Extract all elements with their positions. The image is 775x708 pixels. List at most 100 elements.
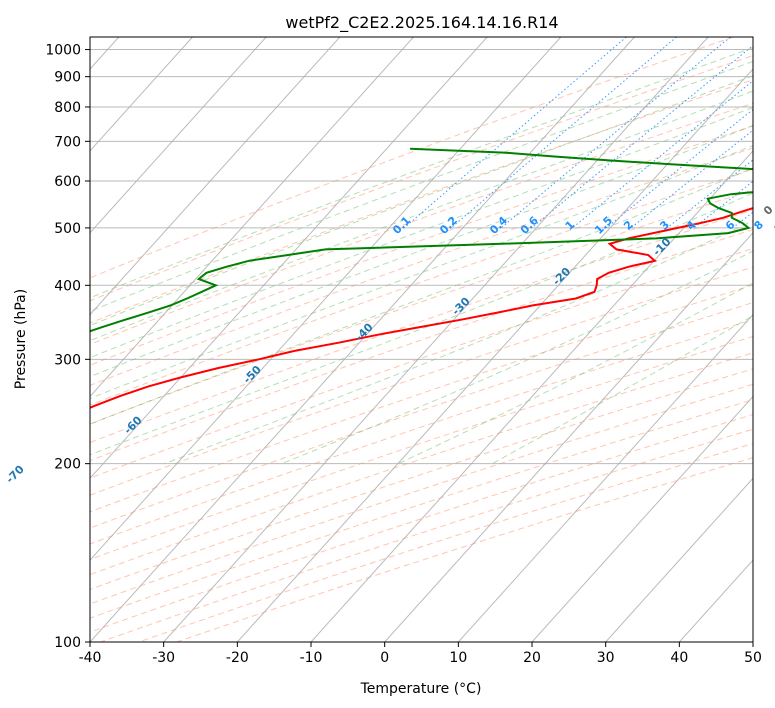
isotherm-line bbox=[384, 231, 753, 642]
dry-adiabat bbox=[90, 319, 753, 545]
x-tick-label: -10 bbox=[300, 650, 323, 666]
isotherm-line bbox=[678, 559, 753, 642]
isotherm-line bbox=[90, 37, 635, 642]
dry-adiabat bbox=[90, 228, 753, 462]
isotherm-line bbox=[531, 395, 753, 642]
isotherm-line bbox=[752, 641, 753, 642]
y-tick-label: 800 bbox=[54, 100, 81, 116]
x-tick-label: -40 bbox=[79, 650, 102, 666]
dewpoint-line bbox=[90, 147, 753, 333]
mixing-ratio-line bbox=[450, 37, 677, 229]
x-axis-label: Temperature (°C) bbox=[360, 681, 482, 697]
moist-adiabat bbox=[281, 250, 753, 465]
plot-frame bbox=[89, 36, 754, 643]
mixing-ratio-line bbox=[403, 37, 627, 229]
mixing-ratio-line bbox=[761, 37, 775, 228]
dry-adiabat bbox=[90, 147, 753, 386]
isotherm-label: -20 bbox=[550, 265, 573, 288]
isotherm-line bbox=[90, 37, 414, 398]
dry-adiabat bbox=[90, 102, 753, 345]
moist-adiabat bbox=[90, 124, 753, 378]
isotherm-label: -40 bbox=[352, 320, 375, 343]
isotherm-label: -60 bbox=[121, 413, 144, 436]
y-tick-label: 700 bbox=[54, 134, 81, 150]
profile-lines bbox=[90, 147, 753, 409]
isotherm-label: -30 bbox=[449, 295, 472, 318]
y-tick-label: 600 bbox=[54, 174, 81, 190]
mixing-ratio-label: 10 bbox=[771, 215, 775, 235]
mixing-ratio-line bbox=[605, 108, 753, 229]
x-tick-label: 50 bbox=[744, 650, 762, 666]
isotherm-label: -70 bbox=[4, 463, 27, 486]
mixing-ratio-label: 1.5 bbox=[592, 214, 615, 237]
moist-adiabat bbox=[491, 314, 753, 465]
dry-adiabat bbox=[90, 79, 753, 324]
dry-adiabat bbox=[90, 189, 753, 425]
y-tick-label: 1000 bbox=[45, 43, 81, 59]
moist-adiabat bbox=[90, 75, 753, 326]
mixing-ratio-line bbox=[572, 80, 753, 229]
x-axis: -40 -30 -20 -10 0 10 20 30 40 50 bbox=[79, 642, 762, 666]
dry-adiabat bbox=[176, 457, 753, 642]
isotherm-line bbox=[90, 37, 341, 316]
temperature-line bbox=[90, 207, 753, 409]
x-tick-label: 20 bbox=[523, 650, 541, 666]
x-tick-label: 0 bbox=[380, 650, 389, 666]
dry-adiabat bbox=[90, 54, 753, 302]
dry-adiabat bbox=[90, 248, 753, 479]
y-axis-label: Pressure (hPa) bbox=[13, 289, 29, 389]
x-tick-label: 10 bbox=[449, 650, 467, 666]
dry-adiabat bbox=[90, 266, 753, 496]
moist-adiabat bbox=[90, 167, 753, 425]
y-tick-label: 400 bbox=[54, 278, 81, 294]
dry-adiabat bbox=[90, 383, 753, 605]
x-tick-label: 30 bbox=[597, 650, 615, 666]
mixing-ratio-label: 8 bbox=[751, 218, 766, 233]
dry-adiabat bbox=[90, 37, 734, 279]
dry-adiabat bbox=[90, 399, 753, 619]
y-tick-label: 100 bbox=[54, 635, 81, 651]
dry-adiabat bbox=[100, 428, 753, 642]
dry-adiabat bbox=[90, 335, 753, 560]
isotherm-line bbox=[90, 37, 193, 152]
y-tick-label: 200 bbox=[54, 457, 81, 473]
mixing-ratio-label: 4 bbox=[684, 218, 699, 233]
x-tick-label: -20 bbox=[226, 650, 249, 666]
x-tick-label: 40 bbox=[670, 650, 688, 666]
dry-adiabat bbox=[90, 352, 753, 576]
mixing-ratio-label: 2 bbox=[621, 218, 636, 233]
isotherm-line bbox=[605, 477, 753, 642]
isotherm-line bbox=[163, 37, 709, 642]
mixing-ratio-line bbox=[693, 180, 753, 229]
mixing-ratio-line bbox=[500, 37, 731, 229]
mixing-ratio-line bbox=[531, 44, 753, 229]
isotherm-line bbox=[90, 37, 488, 480]
moist-adiabat bbox=[164, 220, 753, 465]
dry-adiabat bbox=[90, 125, 753, 366]
mixing-ratio-label: 0.6 bbox=[518, 214, 541, 237]
mixing-ratio-label: 0.4 bbox=[487, 214, 510, 237]
y-axis: 100 200 300 400 500 600 700 800 900 1000 bbox=[45, 43, 90, 651]
mixing-ratio-line bbox=[630, 129, 753, 229]
grid-lines bbox=[90, 37, 753, 642]
isotherm-line bbox=[90, 37, 267, 234]
isotherm-line bbox=[90, 37, 562, 561]
mixing-ratio-label: 1 bbox=[563, 218, 578, 233]
isotherm-line bbox=[236, 68, 753, 642]
dry-adiabat bbox=[90, 368, 753, 590]
dry-adiabat bbox=[90, 284, 753, 513]
y-tick-label: 900 bbox=[54, 70, 81, 86]
dry-adiabat bbox=[90, 413, 753, 633]
chart-title: wetPf2_C2E2.2025.164.14.16.R14 bbox=[285, 13, 558, 33]
isotherm-line bbox=[457, 313, 753, 642]
y-tick-label: 300 bbox=[54, 352, 81, 368]
y-tick-label: 500 bbox=[54, 221, 81, 237]
mixing-ratio-line bbox=[666, 159, 753, 229]
dry-adiabat bbox=[90, 302, 753, 529]
isotherm-label: 0 bbox=[761, 203, 775, 218]
background-lines bbox=[90, 37, 775, 642]
dry-adiabat bbox=[90, 168, 753, 406]
dry-adiabat bbox=[90, 209, 753, 444]
moist-adiabat bbox=[90, 106, 753, 359]
